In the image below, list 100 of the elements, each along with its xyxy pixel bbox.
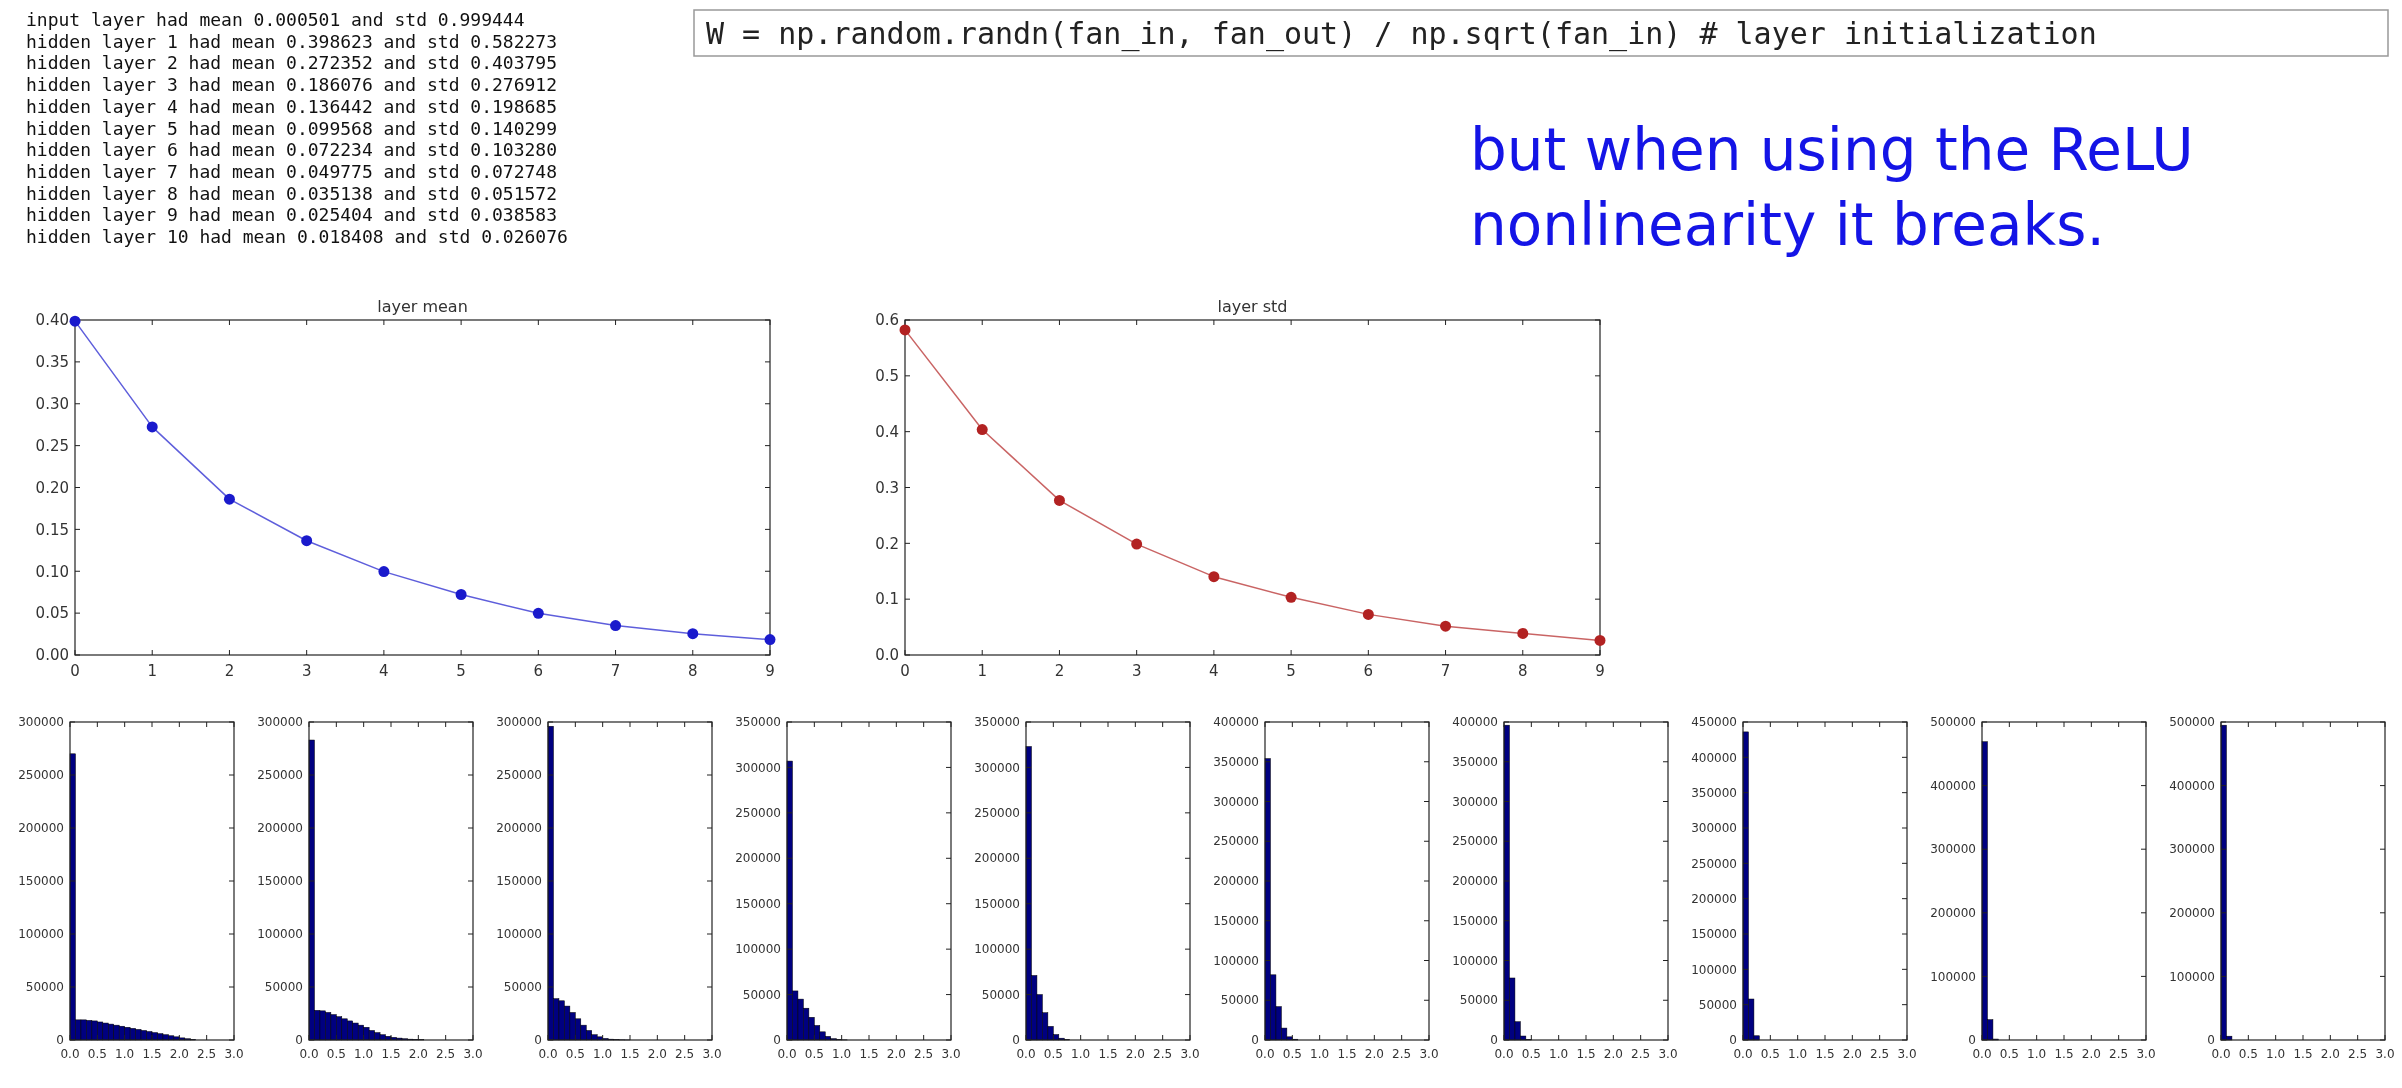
x-tick-label: 1.5: [381, 1047, 401, 1061]
x-tick-label: 3.0: [1658, 1047, 1678, 1061]
y-tick-label: 300000: [1930, 842, 1976, 857]
text: hidden layer 9 had mean 0.025404 and std 0.038583: [26, 204, 558, 226]
x-tick-label: 0.0: [2211, 1047, 2231, 1061]
x-tick-label: 3.0: [2136, 1047, 2156, 1061]
y-tick-label: 200000: [496, 821, 542, 836]
chart-title: layer std: [1217, 297, 1288, 316]
x-tick-label: 1: [977, 662, 987, 680]
y-tick-label: 150000: [1213, 913, 1259, 928]
x-tick-label: 1.0: [832, 1047, 852, 1061]
x-tick-label: 1.0: [2027, 1047, 2047, 1061]
x-tick-label: 0.0: [1972, 1047, 1992, 1061]
x-tick-label: 2.5: [1870, 1047, 1890, 1061]
y-tick-label: 200000: [735, 851, 781, 866]
y-tick-label: 150000: [18, 874, 64, 889]
y-tick-label: 400000: [1691, 750, 1737, 765]
x-tick-label: 0.0: [1733, 1047, 1753, 1061]
x-tick-label: 0.5: [1282, 1047, 1302, 1061]
y-tick-label: 300000: [2169, 842, 2215, 857]
x-tick-label: 1.0: [593, 1047, 613, 1061]
x-tick-label: 2.0: [886, 1047, 906, 1061]
y-tick-label: 0.1: [875, 590, 899, 609]
x-tick-label: 8: [1518, 662, 1528, 680]
y-tick-label: 0: [2207, 1033, 2215, 1048]
x-tick-label: 0.5: [2238, 1047, 2258, 1061]
y-tick-label: 150000: [496, 874, 542, 889]
y-tick-label: 350000: [1213, 754, 1259, 769]
x-tick-label: 0: [70, 662, 80, 680]
x-tick-label: 2.5: [2348, 1047, 2368, 1061]
y-tick-label: 0: [534, 1033, 542, 1048]
text: hidden layer 2 had mean 0.272352 and std 0.403795: [26, 52, 558, 74]
y-tick-label: 250000: [257, 768, 303, 783]
x-tick-label: 2.5: [436, 1047, 456, 1061]
x-tick-label: 2.0: [647, 1047, 667, 1061]
x-tick-label: 0.0: [299, 1047, 319, 1061]
x-tick-label: 0.5: [87, 1047, 107, 1061]
x-tick-label: 1.5: [620, 1047, 640, 1061]
y-tick-label: 100000: [496, 927, 542, 942]
text: hidden layer 1 had mean 0.398623 and std 0.582273: [26, 30, 558, 52]
y-tick-label: 300000: [257, 715, 303, 730]
x-tick-label: 3.0: [463, 1047, 483, 1061]
x-tick-label: 5: [456, 662, 466, 680]
y-tick-label: 500000: [1930, 715, 1976, 730]
y-tick-label: 250000: [18, 768, 64, 783]
y-tick-label: 350000: [735, 715, 781, 730]
x-tick-label: 3.0: [1180, 1047, 1200, 1061]
x-tick-label: 6: [1363, 662, 1374, 680]
x-tick-label: 2.5: [2109, 1047, 2129, 1061]
x-tick-label: 3: [301, 662, 312, 680]
x-tick-label: 2.0: [1364, 1047, 1384, 1061]
x-tick-label: 2.5: [675, 1047, 695, 1061]
y-tick-label: 0.0: [875, 646, 899, 665]
y-tick-label: 250000: [496, 768, 542, 783]
y-tick-label: 100000: [257, 927, 303, 942]
y-tick-label: 0.4: [875, 422, 899, 441]
x-tick-label: 8: [688, 662, 698, 680]
text: hidden layer 8 had mean 0.035138 and std 0.051572: [26, 182, 558, 204]
y-tick-label: 200000: [1930, 906, 1976, 920]
x-tick-label: 2.0: [2320, 1047, 2340, 1061]
y-tick-label: 50000: [1698, 997, 1737, 1012]
y-tick-label: 0.00: [35, 646, 69, 665]
y-tick-label: 50000: [981, 987, 1020, 1002]
y-tick-label: 300000: [1691, 821, 1737, 836]
x-tick-label: 1.5: [2054, 1047, 2074, 1061]
text: hidden layer 3 had mean 0.186076 and std 0.276912: [26, 74, 558, 96]
y-tick-label: 250000: [1213, 834, 1259, 849]
y-tick-label: 50000: [742, 987, 781, 1002]
x-tick-label: 0.0: [1255, 1047, 1275, 1061]
x-tick-label: 3: [1131, 662, 1142, 680]
x-tick-label: 0.0: [1494, 1047, 1514, 1061]
x-tick-label: 2.5: [1631, 1047, 1651, 1061]
y-tick-label: 0.3: [875, 478, 899, 497]
y-tick-label: 200000: [974, 851, 1020, 866]
y-tick-label: 350000: [1691, 785, 1737, 800]
x-tick-label: 2.0: [169, 1047, 189, 1061]
x-tick-label: 0.5: [565, 1047, 585, 1061]
y-tick-label: 100000: [2169, 969, 2215, 984]
x-tick-label: 0.0: [777, 1047, 797, 1061]
x-tick-label: 1.0: [354, 1047, 374, 1061]
y-tick-label: 450000: [1691, 715, 1737, 730]
x-tick-label: 5: [1286, 662, 1296, 680]
x-tick-label: 3.0: [702, 1047, 722, 1061]
y-tick-label: 50000: [1220, 993, 1259, 1008]
y-tick-label: 350000: [974, 715, 1020, 730]
x-tick-label: 3.0: [1897, 1047, 1917, 1061]
x-tick-label: 0.0: [538, 1047, 558, 1061]
text: hidden layer 10 had mean 0.018408 and std 0.026076: [26, 226, 568, 247]
x-tick-label: 4: [1209, 662, 1219, 680]
y-tick-label: 400000: [1930, 778, 1976, 793]
y-tick-label: 0.40: [35, 311, 69, 330]
x-tick-label: 1.5: [142, 1047, 162, 1061]
x-tick-label: 7: [610, 662, 621, 680]
y-tick-label: 100000: [1930, 969, 1976, 984]
x-tick-label: 2: [1054, 662, 1065, 680]
x-tick-label: 2.5: [197, 1047, 217, 1061]
x-tick-label: 0: [900, 662, 910, 680]
y-tick-label: 0.2: [875, 534, 899, 553]
y-tick-label: 0: [773, 1033, 781, 1048]
y-tick-label: 0: [1729, 1033, 1737, 1048]
